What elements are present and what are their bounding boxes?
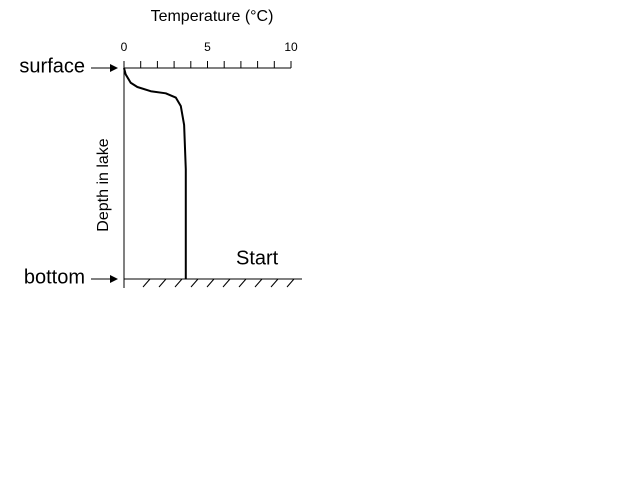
hatch-mark [190, 278, 199, 288]
x-tick-label: 0 [121, 40, 128, 54]
hatch-mark [238, 278, 247, 288]
x-tick-label: 5 [204, 40, 211, 54]
temperature-line [123, 67, 187, 279]
hatch-mark [206, 278, 215, 288]
hatch-mark [270, 278, 279, 288]
y-tick-label: bottom [24, 266, 85, 288]
lake-bottom [124, 278, 302, 288]
annotation: Start [236, 247, 279, 269]
hatch-mark [254, 278, 263, 288]
y-axis-label: Depth in lake [95, 138, 112, 231]
x-axis-label: Temperature (°C) [151, 8, 274, 25]
hatch-mark [174, 278, 183, 288]
hatch-mark [286, 278, 295, 288]
hatch-mark [158, 278, 167, 288]
y-tick-label: surface [19, 55, 85, 77]
hatch-mark [222, 278, 231, 288]
x-tick-label: 10 [284, 40, 298, 54]
hatch-mark [142, 278, 151, 288]
